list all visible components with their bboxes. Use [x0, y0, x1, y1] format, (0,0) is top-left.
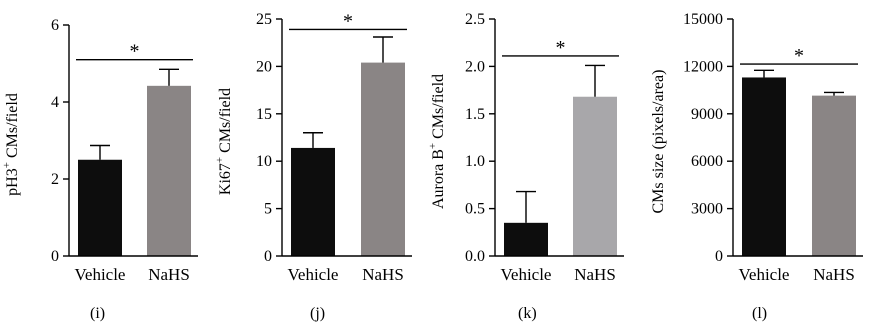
y-axis-label-sup: +: [427, 143, 439, 149]
category-label: Vehicle: [75, 265, 126, 284]
category-label: NaHS: [574, 265, 616, 284]
y-tick-label: 2.5: [465, 11, 485, 28]
y-axis-label-main: pH3: [4, 168, 21, 196]
y-tick-label: 1.0: [465, 153, 485, 170]
y-tick-label: 12000: [683, 58, 723, 75]
y-tick-label: 4: [51, 94, 59, 111]
chart-panel-1: Vehicle NaHS 0 2 4 6 pH3+ CMs/field * (i): [1, 17, 198, 322]
y-tick-label: 25: [256, 11, 272, 28]
y-axis-label: Ki67+ CMs/field: [214, 88, 234, 195]
category-label: Vehicle: [739, 265, 790, 284]
y-axis-label-rest: CMs/field: [4, 93, 21, 162]
y-tick-label: 5: [264, 201, 272, 218]
y-tick-label: 0: [715, 248, 723, 265]
y-tick-label: 0.0: [465, 248, 485, 265]
y-tick-label: 15000: [683, 11, 723, 28]
y-tick-label: 6000: [691, 153, 723, 170]
y-axis-label: Aurora B+ CMs/field: [427, 74, 447, 209]
y-tick-label: 0: [51, 248, 59, 265]
y-axis-label: CMs size (pixels/area): [650, 70, 667, 214]
chart-panel-3: Vehicle NaHS 0.0 0.5 1.0 1.5 2.0 2.5 Aurora B+ C…: [427, 11, 624, 322]
bar-nahs: [147, 85, 191, 256]
y-axis-label-sup: +: [1, 162, 13, 168]
significance-star: *: [794, 45, 804, 67]
y-tick-label: 1.5: [465, 106, 485, 123]
y-axis-label-rest: CMs/field: [217, 88, 234, 157]
category-label: NaHS: [362, 265, 404, 284]
significance-star: *: [556, 37, 566, 59]
y-tick-label: 15: [256, 106, 272, 123]
category-label: Vehicle: [501, 265, 552, 284]
significance-star: *: [343, 10, 353, 32]
bar-vehicle: [78, 159, 122, 256]
y-tick-label: 10: [256, 153, 272, 170]
y-tick-label: 9000: [691, 106, 723, 123]
y-axis-label-main: CMs size (pixels/area): [650, 70, 667, 214]
chart-panel-4: Vehicle NaHS 0 3000 6000 9000 12000 15000 CMs si…: [650, 11, 863, 322]
bar-vehicle: [291, 147, 335, 256]
y-tick-label: 2.0: [465, 58, 485, 75]
y-axis-label-rest: CMs/field: [430, 74, 447, 143]
y-axis-label-sup: +: [214, 157, 226, 163]
panel-label: (i): [90, 305, 105, 322]
panel-label: (j): [310, 305, 325, 322]
y-tick-label: 20: [256, 58, 272, 75]
y-tick-label: 6: [51, 17, 59, 34]
y-tick-label: 3000: [691, 201, 723, 218]
bar-vehicle: [742, 77, 786, 257]
y-tick-label: 0.5: [465, 201, 485, 218]
y-axis-label: pH3+ CMs/field: [1, 93, 21, 196]
panel-label: (l): [752, 305, 767, 322]
category-label: NaHS: [148, 265, 190, 284]
y-axis-label-main: Ki67: [217, 163, 234, 195]
chart-panel-2: Vehicle NaHS 0 5 10 15 20 25 Ki67+ CMs/field * (j): [214, 10, 412, 322]
y-tick-label: 2: [51, 171, 59, 188]
bar-nahs: [812, 95, 856, 256]
category-label: NaHS: [813, 265, 855, 284]
bar-nahs: [361, 62, 405, 256]
y-tick-label: 0: [264, 248, 272, 265]
bar-vehicle: [504, 222, 548, 256]
significance-star: *: [130, 41, 140, 63]
y-axis-label-main: Aurora B: [430, 149, 447, 209]
bar-nahs: [573, 96, 617, 257]
panel-label: (k): [518, 305, 537, 322]
category-label: Vehicle: [288, 265, 339, 284]
